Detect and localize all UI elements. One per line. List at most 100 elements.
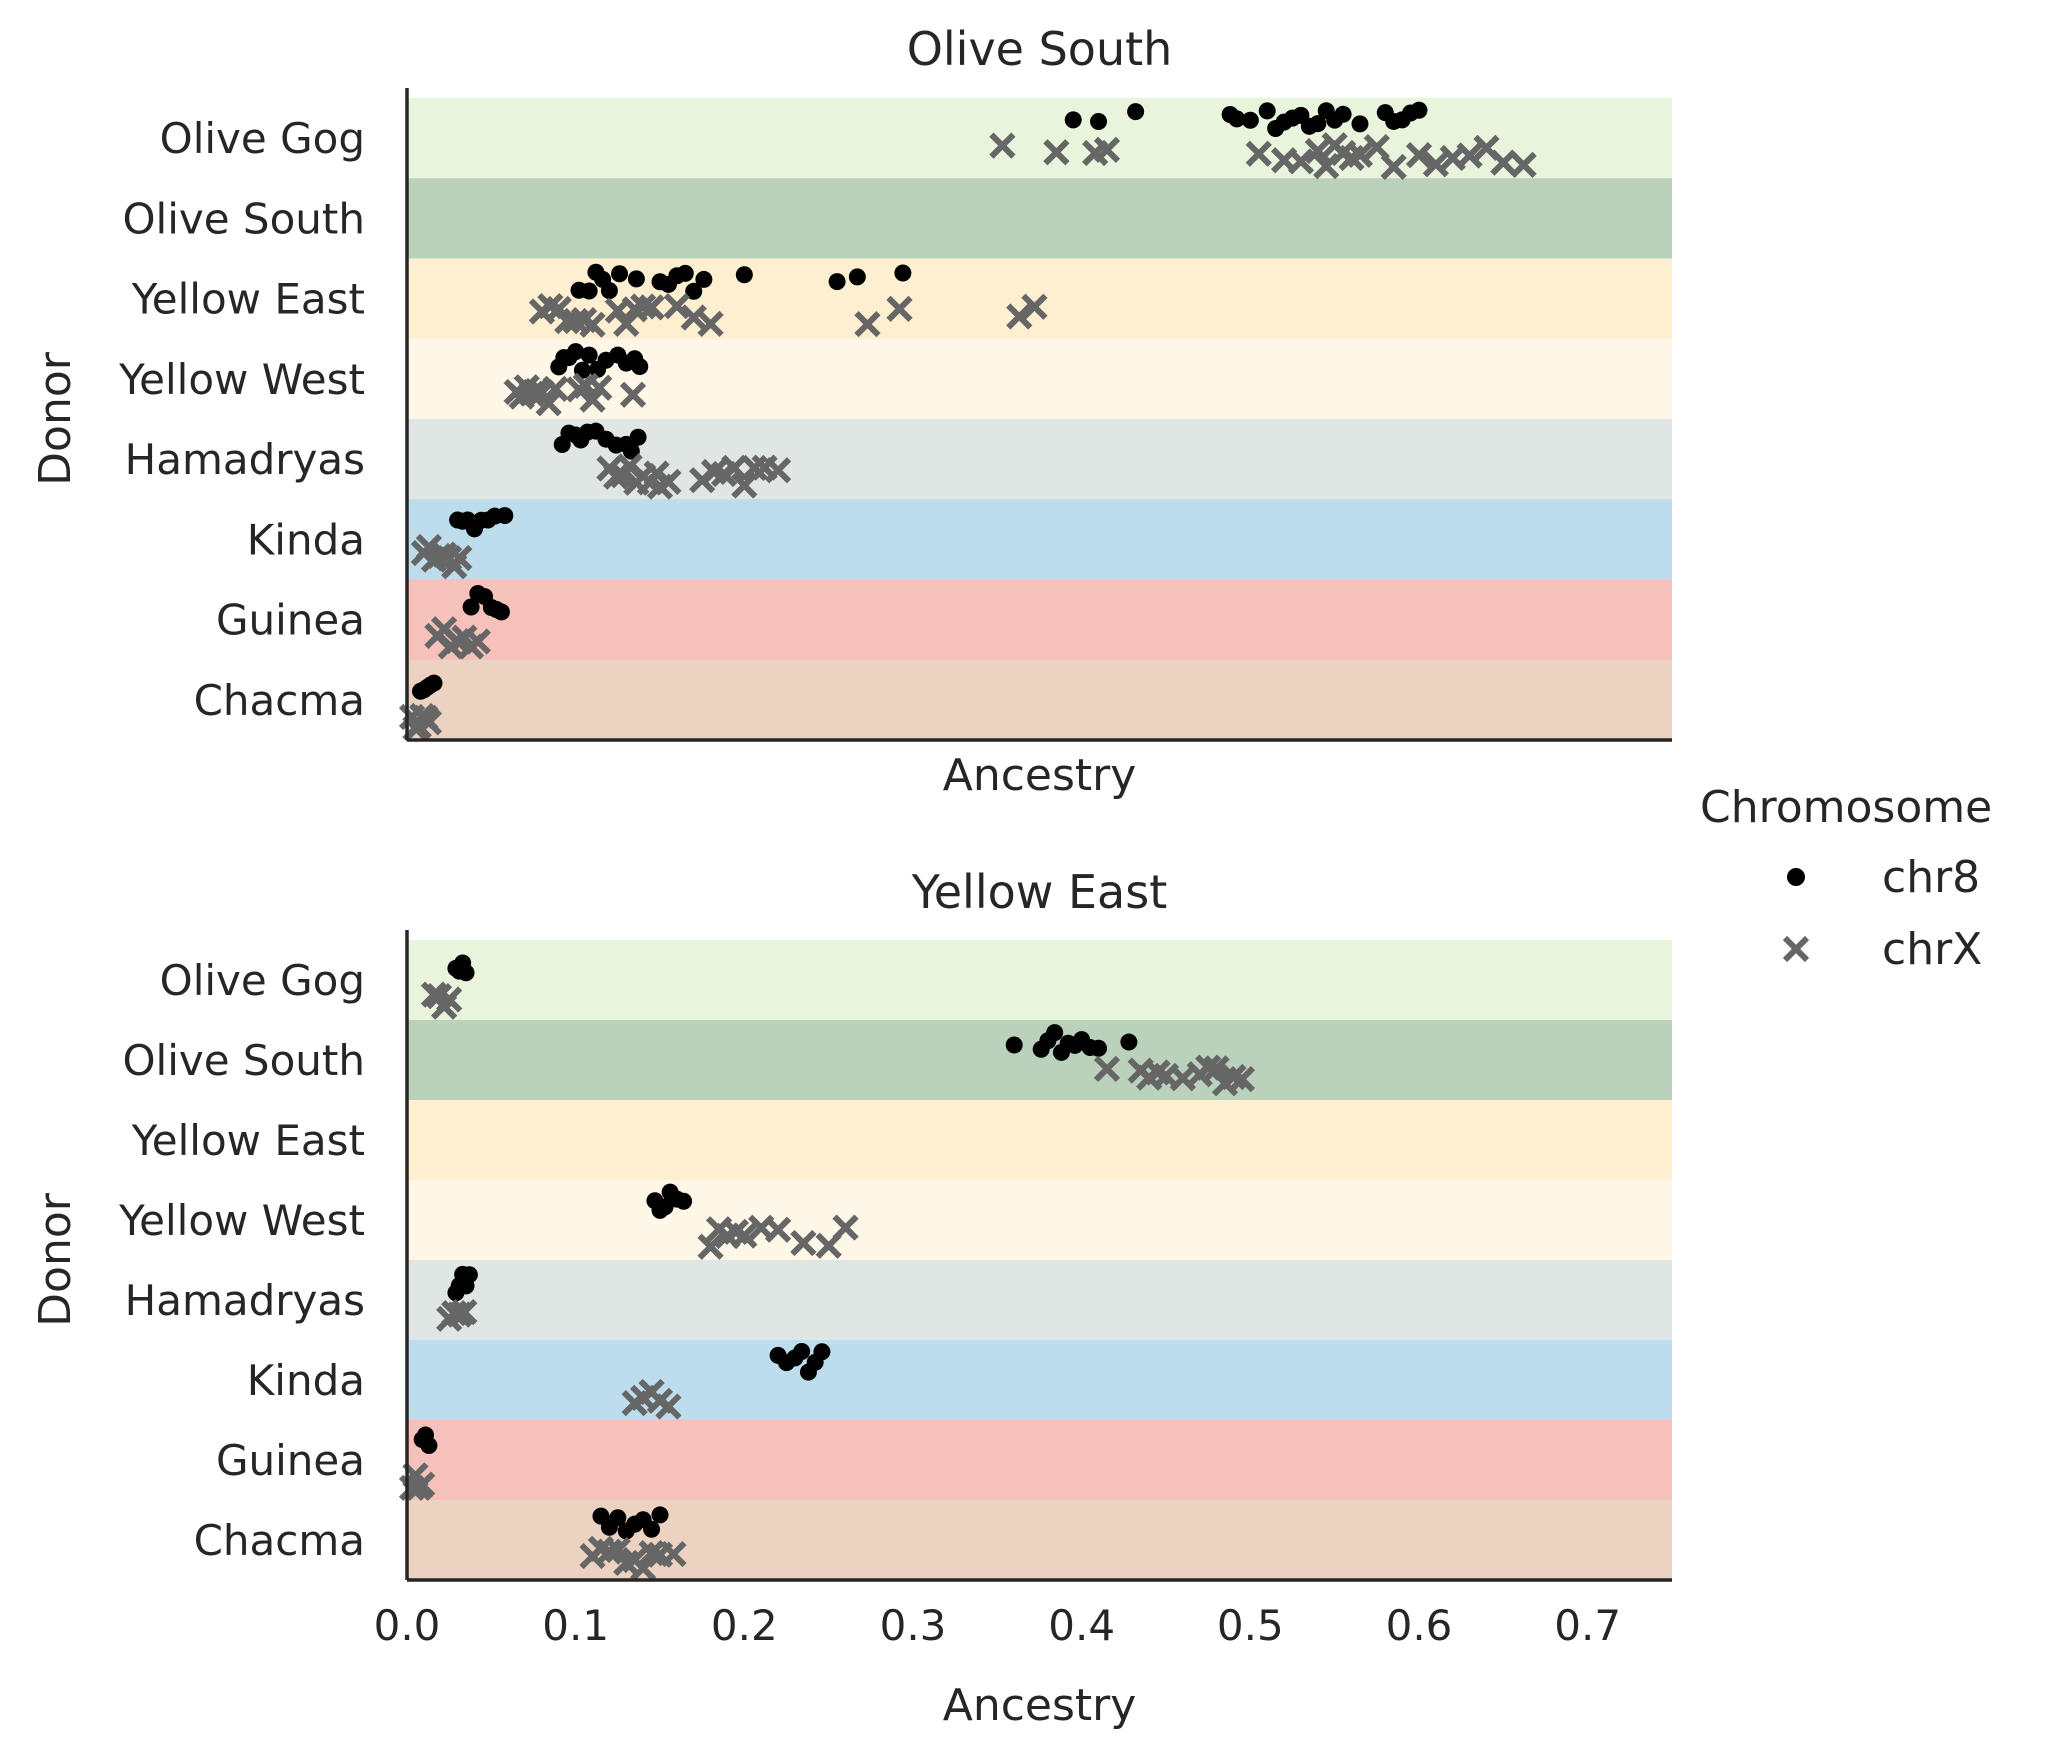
band-kinda: [407, 1340, 1672, 1421]
point-chrx: [731, 472, 758, 499]
point-chr8: [1309, 115, 1327, 133]
point-chrx: [579, 311, 606, 338]
point-chr8: [1351, 115, 1369, 133]
x-tick-label: 0.5: [1217, 1601, 1284, 1650]
point-chr8: [1064, 111, 1082, 129]
point-chr8: [631, 358, 649, 376]
point-chrx: [832, 1214, 859, 1241]
y-axis-label: Donor: [30, 1192, 81, 1327]
point-chrx: [1510, 151, 1537, 178]
point-chr8: [622, 442, 640, 460]
point-chrx: [415, 709, 443, 736]
y-tick-label: Guinea: [216, 596, 365, 645]
y-tick-label: Yellow West: [118, 1196, 365, 1245]
panel-title: Olive South: [907, 22, 1173, 76]
x-tick-label: 0.0: [374, 1601, 441, 1650]
point-chrx: [764, 457, 792, 484]
point-chrx: [655, 468, 682, 496]
y-tick-label: Yellow East: [131, 1116, 365, 1165]
point-chrx: [630, 293, 657, 320]
x-tick-label: 0.2: [711, 1601, 778, 1650]
point-chrx: [638, 1539, 665, 1567]
point-chrx: [1006, 303, 1033, 330]
legend-title: Chromosome: [1700, 782, 1992, 833]
point-chrx: [596, 1538, 623, 1565]
point-chr8: [1228, 110, 1246, 128]
point-chr8: [1090, 112, 1108, 130]
point-chrx: [619, 381, 647, 408]
point-chrx: [854, 311, 881, 338]
point-chrx: [446, 544, 473, 572]
point-chr8: [567, 343, 585, 361]
y-tick-label: Chacma: [194, 676, 365, 725]
point-chrx: [542, 375, 569, 403]
panel-olive-south: Olive Gog Olive South Yellow East Yellow We…: [30, 22, 1672, 801]
point-chrx: [655, 1393, 682, 1420]
point-chrx: [989, 132, 1016, 159]
legend: Chromosome chr8 chrX: [1700, 782, 1992, 975]
point-chrx: [1490, 149, 1517, 176]
point-chr8: [1090, 1039, 1108, 1057]
point-chrx: [1380, 153, 1407, 181]
point-chr8: [611, 265, 629, 283]
point-chr8: [1334, 105, 1352, 123]
point-chr8: [1127, 103, 1145, 121]
panel-yellow-east: Olive Gog Olive South Yellow East Yellow We…: [30, 865, 1672, 1731]
point-chr8: [1046, 1024, 1064, 1042]
point-chrx: [1304, 137, 1331, 165]
point-chr8: [675, 1192, 693, 1210]
point-chrx: [1346, 141, 1374, 168]
point-chr8: [1005, 1036, 1023, 1054]
legend-label: chr8: [1882, 852, 1980, 903]
point-chr8: [425, 674, 443, 692]
point-chr8: [685, 282, 703, 300]
point-chrx: [731, 1222, 758, 1249]
point-chrx: [409, 1471, 436, 1498]
y-tick-label: Olive South: [122, 1036, 365, 1085]
point-chr8: [676, 264, 694, 282]
point-chrx: [1287, 148, 1315, 175]
point-chrx: [1021, 293, 1048, 320]
y-tick-label: Chacma: [194, 1516, 365, 1565]
band-kinda: [407, 499, 1672, 580]
y-tick-label: Hamadryas: [125, 1276, 365, 1325]
y-tick-label: Olive Gog: [160, 114, 365, 163]
point-chrx: [1203, 1055, 1230, 1082]
x-tick-label: 0.7: [1554, 1601, 1621, 1650]
point-chrx: [697, 310, 724, 338]
point-chr8: [828, 273, 846, 291]
band-olive-gog: [407, 940, 1672, 1021]
point-chr8: [627, 270, 645, 288]
point-chrx: [638, 294, 665, 321]
legend-marker-dot: [1787, 868, 1805, 886]
point-chrx: [721, 454, 748, 481]
band-yellow-west: [407, 1180, 1672, 1261]
x-tick-label: 0.6: [1386, 1601, 1453, 1650]
band-chacma: [407, 659, 1672, 741]
y-tick-label: Kinda: [247, 515, 365, 564]
band-yellow-east: [407, 1100, 1672, 1181]
band-hamadryas: [407, 1260, 1672, 1341]
point-chr8: [609, 1509, 627, 1527]
point-chr8: [1258, 102, 1276, 120]
point-chrx: [586, 374, 613, 401]
point-chrx: [886, 295, 913, 322]
y-axis-label: Donor: [30, 351, 81, 486]
band-olive-gog: [407, 98, 1672, 179]
point-chrx: [1245, 140, 1272, 167]
y-tick-label: Guinea: [216, 1436, 365, 1485]
point-chr8: [580, 346, 598, 364]
point-chrx: [1093, 136, 1121, 163]
x-tick-label: 0.3: [880, 1601, 947, 1650]
point-chrx: [764, 1216, 792, 1243]
point-chr8: [457, 964, 475, 982]
point-chrx: [604, 1536, 631, 1564]
point-chrx: [464, 628, 491, 655]
point-chrx: [660, 1540, 687, 1568]
point-chrx: [697, 1233, 724, 1260]
legend-label: chrX: [1882, 924, 1982, 975]
point-chrx: [1043, 139, 1070, 166]
y-tick-label: Kinda: [247, 1356, 365, 1405]
point-chrx: [790, 1229, 817, 1257]
point-chrx: [451, 1298, 478, 1326]
